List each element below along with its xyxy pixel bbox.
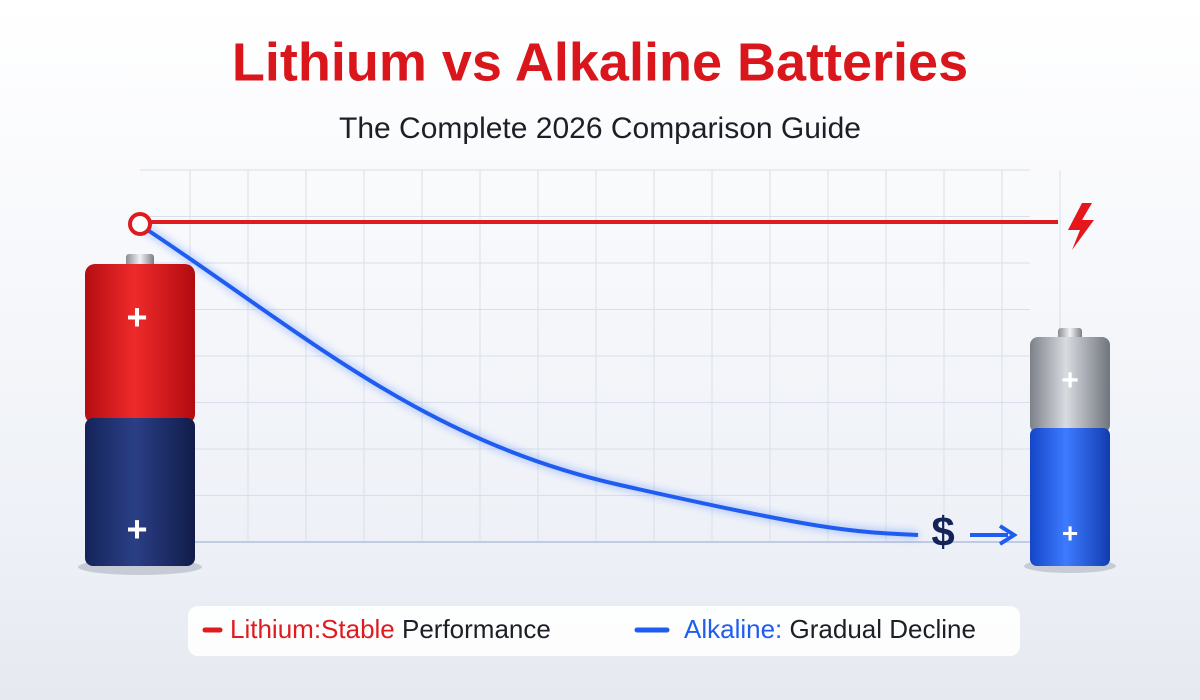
battery-bottom <box>1030 428 1110 566</box>
alkaline-line <box>138 223 919 537</box>
battery-bottom <box>85 418 195 566</box>
plus-sign: + <box>1062 517 1078 548</box>
cost-icon: $ <box>931 508 954 555</box>
battery-top <box>85 264 195 424</box>
legend-entry: Lithium:Stable Performance <box>230 614 551 644</box>
title: Lithium vs Alkaline Batteries <box>232 32 968 92</box>
legend-label: Alkaline: <box>684 614 782 644</box>
lightning-icon <box>1068 203 1094 250</box>
plus-sign: + <box>126 509 147 550</box>
battery-top <box>1030 337 1110 433</box>
legend-box <box>188 606 1020 656</box>
grid <box>140 169 1061 543</box>
subtitle: The Complete 2026 Comparison Guide <box>339 112 861 145</box>
legend-label: Lithium:Stable <box>230 614 395 644</box>
legend-entry: Alkaline: Gradual Decline <box>684 614 976 644</box>
plus-sign: + <box>1061 364 1079 397</box>
arrow-head <box>998 524 1018 546</box>
plus-sign: + <box>126 297 147 338</box>
legend-detail: Gradual Decline <box>790 614 976 644</box>
legend-detail: Performance <box>402 614 551 644</box>
start-marker <box>128 212 152 236</box>
